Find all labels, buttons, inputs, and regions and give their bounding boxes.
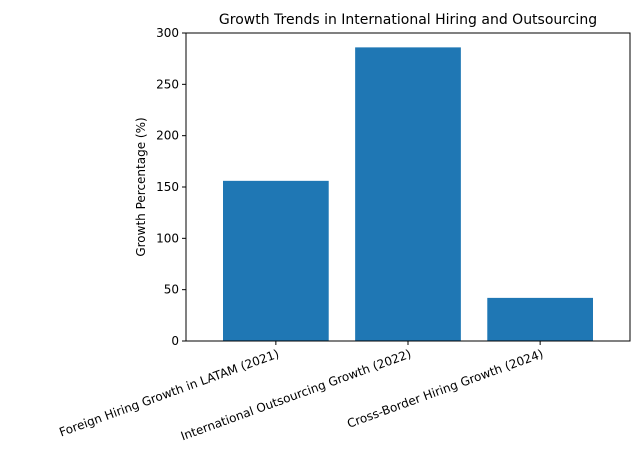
- bar-1: [355, 47, 461, 342]
- y-tick-label-4: 200: [156, 129, 179, 143]
- y-tick-label-5: 250: [156, 77, 179, 91]
- chart-title: Growth Trends in International Hiring an…: [219, 12, 597, 28]
- x-tick-label-0: Foreign Hiring Growth in LATAM (2021): [57, 347, 281, 440]
- bars-layer: [223, 47, 593, 342]
- y-ticks: 0 50 100 150 200 250 300: [156, 26, 186, 348]
- bar-0: [223, 180, 329, 341]
- y-tick-label-6: 300: [156, 26, 179, 40]
- x-tick-label-1: International Outsourcing Growth (2022): [179, 347, 413, 444]
- y-tick-label-3: 150: [156, 180, 179, 194]
- bar-2: [487, 297, 593, 341]
- y-axis-label: Growth Percentage (%): [134, 117, 148, 256]
- y-tick-label-0: 0: [171, 334, 179, 348]
- x-ticks: Foreign Hiring Growth in LATAM (2021)Int…: [57, 341, 545, 443]
- y-tick-label-2: 100: [156, 231, 179, 245]
- y-tick-label-1: 50: [164, 283, 179, 297]
